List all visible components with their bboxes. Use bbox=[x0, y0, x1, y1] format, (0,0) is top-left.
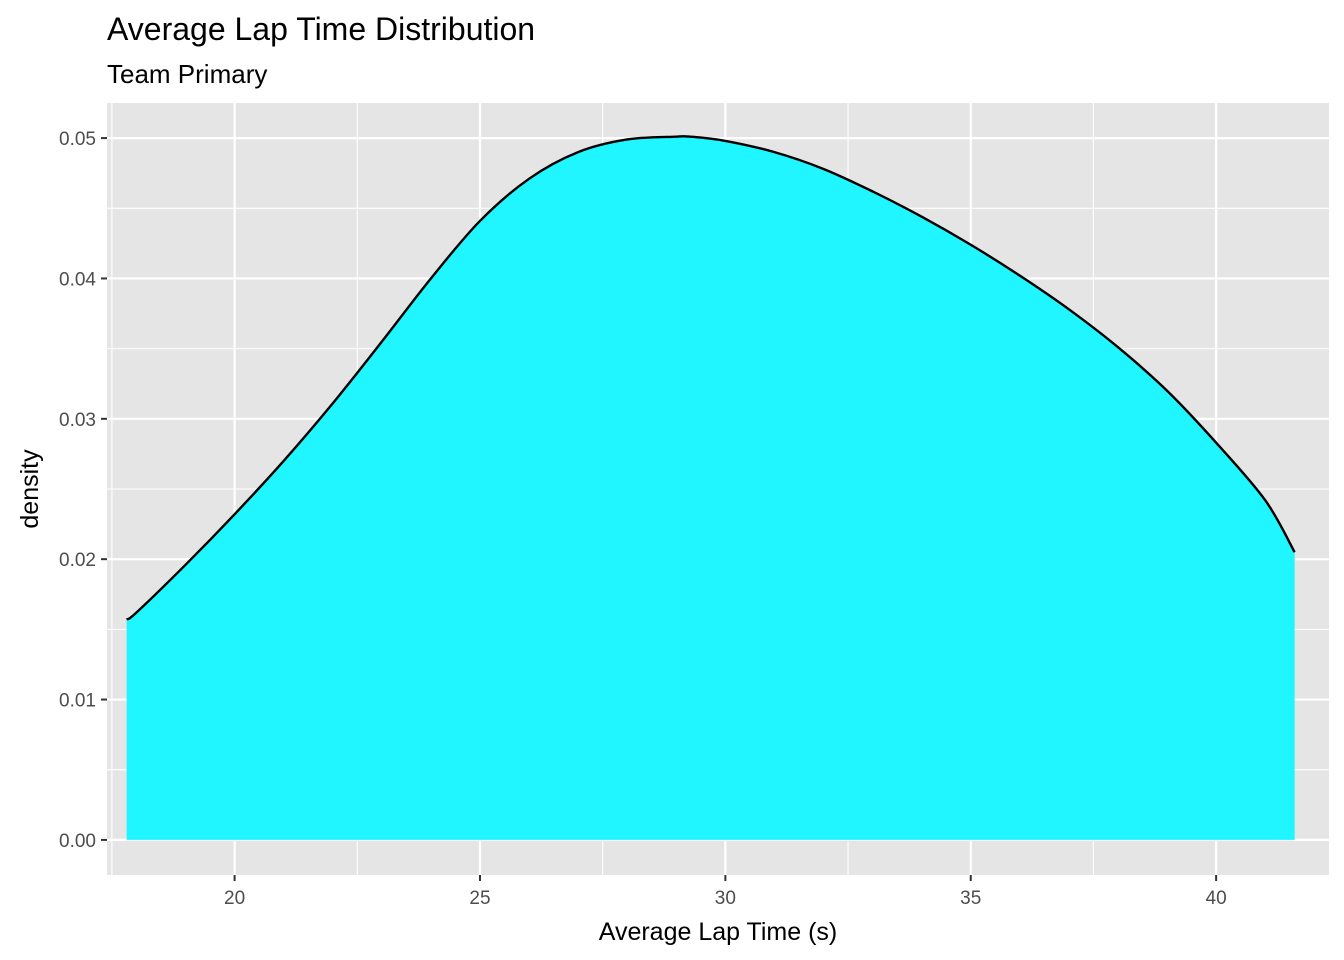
y-tick-label: 0.00 bbox=[59, 831, 96, 852]
x-tick-label: 30 bbox=[715, 888, 736, 909]
x-axis: 20 25 30 35 40 bbox=[224, 875, 1227, 909]
chart-title: Average Lap Time Distribution bbox=[107, 11, 535, 47]
y-tick-label: 0.04 bbox=[59, 269, 96, 290]
y-tick-label: 0.03 bbox=[59, 410, 96, 431]
chart-subtitle: Team Primary bbox=[107, 59, 267, 89]
density-area bbox=[126, 136, 1295, 840]
x-tick-label: 25 bbox=[469, 888, 490, 909]
y-axis: 0.00 0.01 0.02 0.03 0.04 0.05 bbox=[59, 129, 107, 852]
y-tick-label: 0.02 bbox=[59, 550, 96, 571]
y-tick-label: 0.05 bbox=[59, 129, 96, 150]
y-axis-title: density bbox=[16, 449, 44, 529]
x-axis-title: Average Lap Time (s) bbox=[599, 918, 838, 946]
density-line bbox=[125, 135, 1296, 621]
y-tick-label: 0.01 bbox=[59, 691, 96, 712]
x-tick-label: 20 bbox=[224, 888, 245, 909]
x-tick-label: 35 bbox=[960, 888, 981, 909]
x-tick-label: 40 bbox=[1206, 888, 1227, 909]
